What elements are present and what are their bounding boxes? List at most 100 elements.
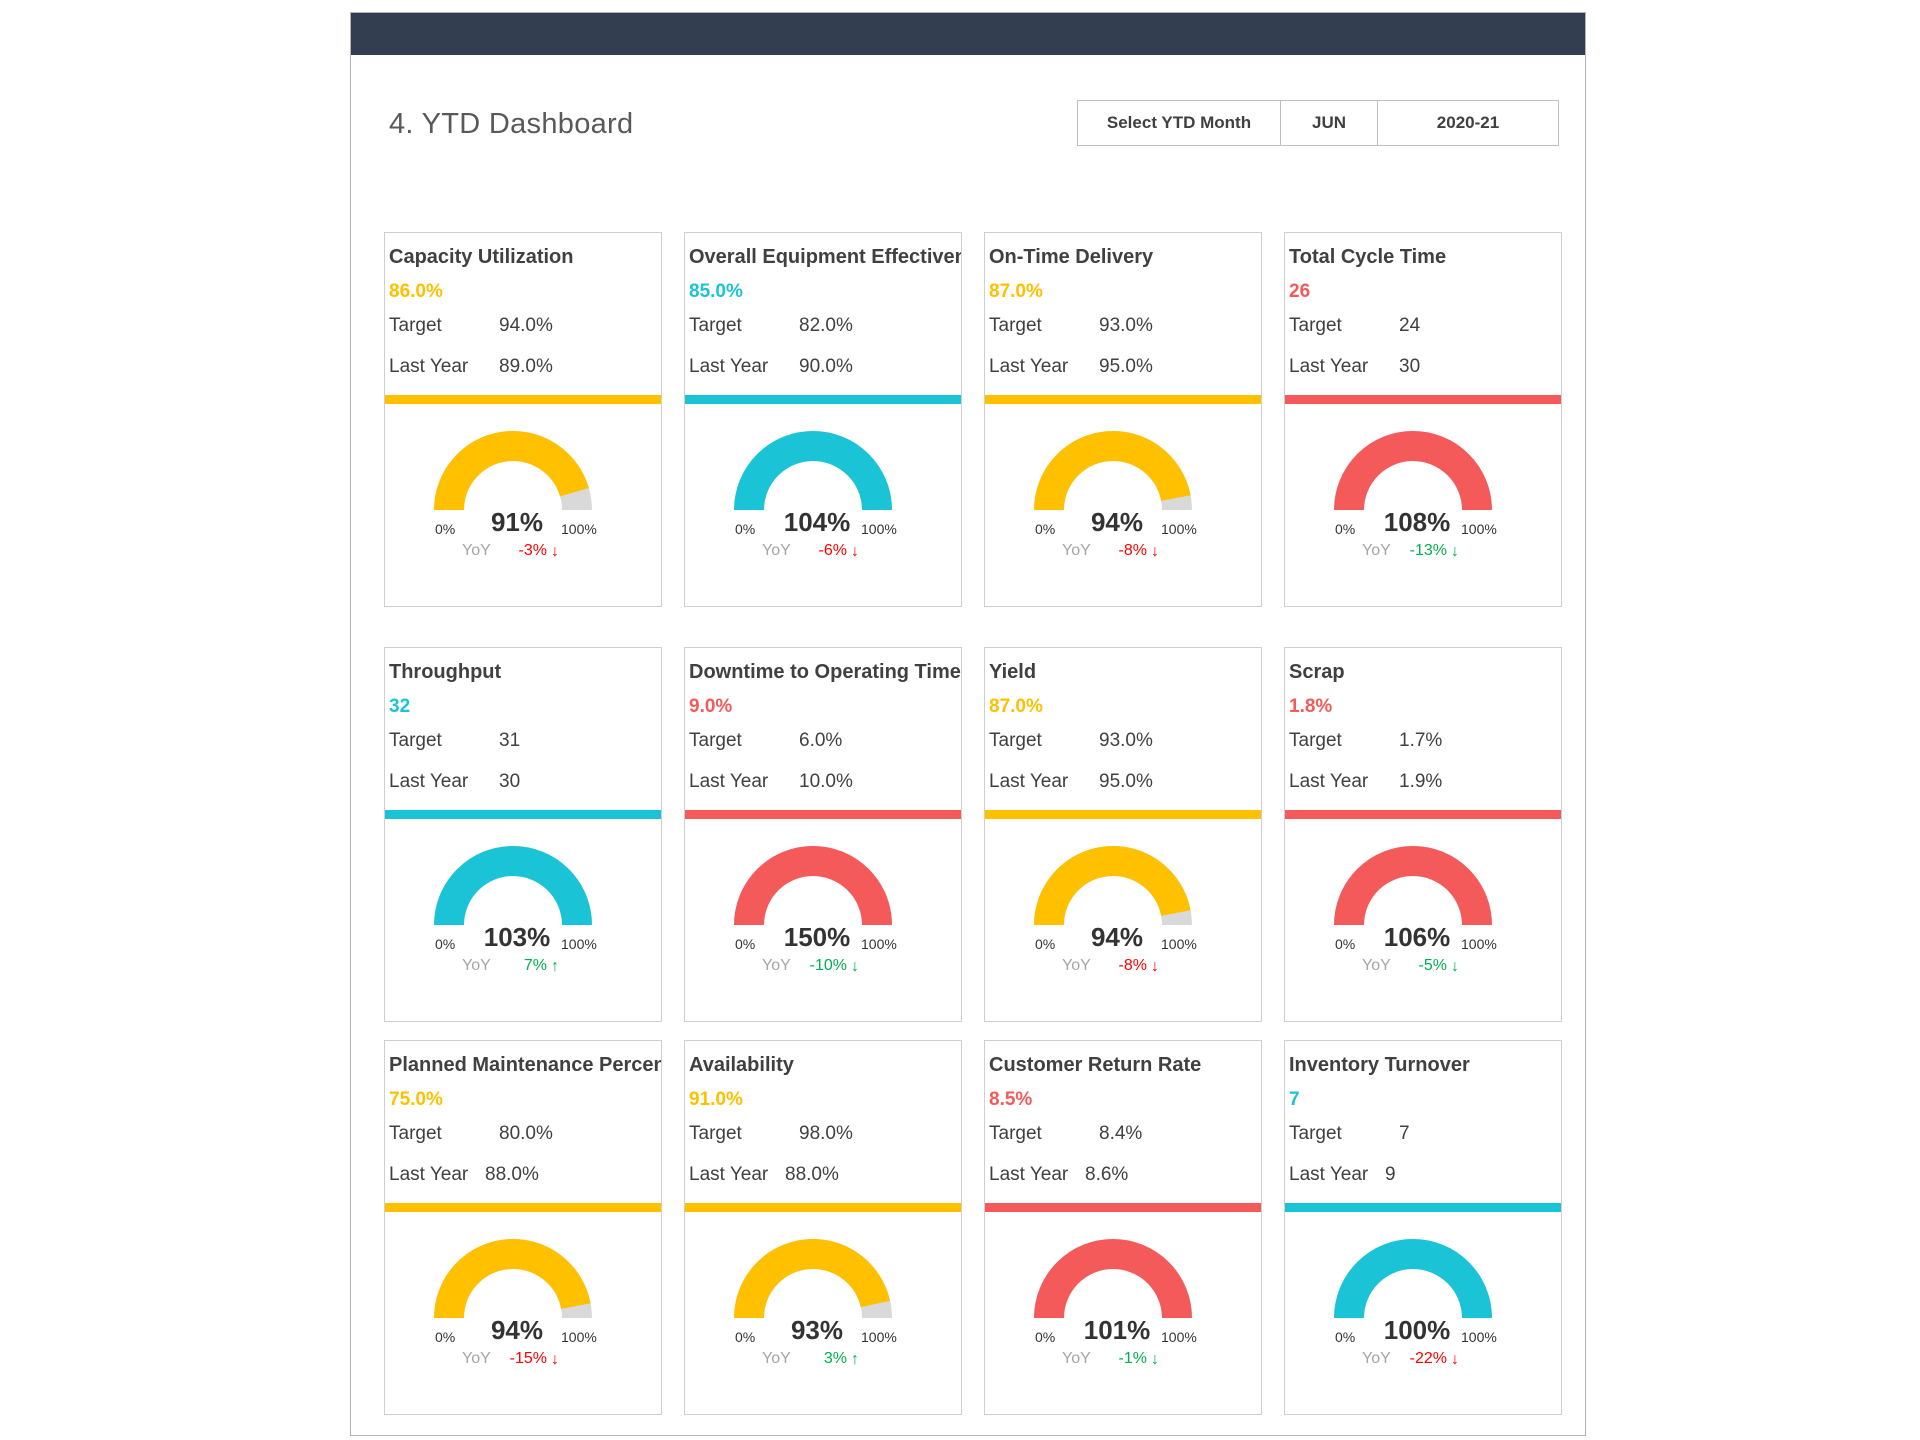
last-year-value: 89.0% — [499, 356, 553, 377]
last-year-label: Last Year — [389, 356, 469, 377]
target-label: Target — [989, 315, 1042, 336]
status-color-bar — [385, 810, 661, 819]
arrow-down-icon: ↓ — [851, 543, 859, 560]
yoy-label: YoY — [762, 1350, 791, 1367]
gauge-min-label: 0% — [735, 936, 755, 952]
gauge-max-label: 100% — [561, 936, 597, 952]
target-value: 93.0% — [1099, 315, 1153, 336]
yoy-change: -15% — [510, 1350, 547, 1367]
status-color-bar — [1285, 395, 1561, 404]
gauge-percent: 108% — [1384, 507, 1451, 537]
status-color-bar — [985, 810, 1261, 819]
gauge-chart: 0% 100% 100% YoY -22% ↓ — [1285, 1212, 1561, 1414]
kpi-title: On-Time Delivery — [989, 246, 1154, 268]
kpi-value: 26 — [1289, 281, 1311, 302]
yoy-change: -8% — [1119, 542, 1147, 559]
gauge-min-label: 0% — [435, 1329, 455, 1345]
gauge-svg: 0% 100% 103% YoY 7% ↑ — [434, 846, 597, 975]
last-year-label: Last Year — [689, 1164, 769, 1185]
gauge-max-label: 100% — [561, 521, 597, 537]
gauge-chart: 0% 100% 103% YoY 7% ↑ — [385, 819, 661, 1021]
target-value: 1.7% — [1399, 730, 1443, 751]
arrow-down-icon: ↓ — [1151, 1351, 1159, 1368]
gauge-max-label: 100% — [1461, 936, 1497, 952]
target-label: Target — [689, 1123, 742, 1144]
gauge-chart: 0% 100% 91% YoY -3% ↓ — [385, 404, 661, 606]
last-year-value: 10.0% — [799, 771, 853, 792]
target-value: 94.0% — [499, 315, 553, 336]
header-bar — [351, 13, 1585, 55]
gauge-chart: 0% 100% 108% YoY -13% ↓ — [1285, 404, 1561, 606]
gauge-svg: 0% 100% 94%YoY -15% ↓ — [434, 1239, 597, 1368]
status-color-bar — [385, 1203, 661, 1212]
yoy-change: -10% — [810, 957, 847, 974]
arrow-down-icon: ↓ — [1151, 958, 1159, 975]
kpi-value: 9.0% — [689, 696, 733, 717]
target-label: Target — [389, 315, 442, 336]
yoy-label: YoY — [1362, 957, 1391, 974]
last-year-value: 30 — [499, 771, 521, 792]
status-color-bar — [985, 1203, 1261, 1212]
target-label: Target — [989, 730, 1042, 751]
status-color-bar — [685, 810, 961, 819]
gauge-svg: 0% 100% 94%YoY -8% ↓ — [1034, 846, 1197, 975]
kpi-card-overall-equipment-effectiveness: Overall Equipment Effectiveness 85.0% Targ… — [684, 232, 962, 607]
kpi-value: 75.0% — [389, 1089, 443, 1110]
target-label: Target — [389, 1123, 442, 1144]
target-value: 6.0% — [799, 730, 843, 751]
yoy-label: YoY — [462, 1350, 491, 1367]
kpi-title: Inventory Turnover — [1289, 1054, 1470, 1076]
year-select[interactable]: 2020-21 — [1436, 113, 1500, 132]
gauge-fill — [1334, 431, 1492, 511]
gauge-fill — [734, 846, 892, 926]
gauge-fill — [434, 431, 589, 511]
last-year-value: 1.9% — [1399, 771, 1443, 792]
target-label: Target — [689, 730, 742, 751]
last-year-label: Last Year — [1289, 356, 1369, 377]
month-select[interactable]: JUN — [1281, 101, 1378, 145]
arrow-down-icon: ↓ — [1451, 958, 1459, 975]
kpi-card-availability: Availability 91.0% Target 98.0% Last Year 88.… — [684, 1040, 962, 1415]
status-color-bar — [385, 395, 661, 404]
kpi-card-on-time-delivery: On-Time Delivery 87.0% Target 93.0% Last Yea… — [984, 232, 1262, 607]
kpi-title: Downtime to Operating Time — [689, 661, 961, 683]
last-year-label: Last Year — [989, 771, 1069, 792]
gauge-chart: 0% 100% 94% YoY -8% ↓ — [985, 404, 1261, 606]
gauge-percent: 94% — [1091, 507, 1143, 537]
page-title: 4. YTD Dashboard — [389, 108, 634, 140]
yoy-label: YoY — [1362, 542, 1391, 559]
ytd-month-selector: Select YTD Month JUN 2020-21 — [1077, 100, 1559, 146]
arrow-down-icon: ↓ — [551, 543, 559, 560]
kpi-card-scrap: Scrap 1.8% Target 1.7% Last Year 1.9% 0% 100% 10… — [1284, 647, 1562, 1022]
target-label: Target — [1289, 1123, 1342, 1144]
gauge-fill — [434, 846, 592, 926]
status-color-bar — [1285, 810, 1561, 819]
kpi-title: Total Cycle Time — [1289, 246, 1447, 268]
last-year-label: Last Year — [989, 1164, 1069, 1185]
kpi-title: Yield — [989, 661, 1037, 683]
status-color-bar — [1285, 1203, 1561, 1212]
target-value: 82.0% — [799, 315, 853, 336]
gauge-min-label: 0% — [435, 936, 455, 952]
gauge-max-label: 100% — [1461, 1329, 1497, 1345]
gauge-fill — [734, 431, 892, 511]
last-year-value: 8.6% — [1085, 1164, 1129, 1185]
arrow-down-icon: ↓ — [851, 958, 859, 975]
gauge-chart: 0% 100% 101% YoY -1% ↓ — [985, 1212, 1261, 1414]
gauge-min-label: 0% — [1335, 1329, 1355, 1345]
gauge-svg: 0% 100% 100% YoY -22% ↓ — [1334, 1239, 1497, 1368]
gauge-min-label: 0% — [735, 1329, 755, 1345]
gauge-chart: 0% 100% 94% YoY -15% ↓ — [385, 1212, 661, 1414]
gauge-percent: 91% — [491, 507, 543, 537]
yoy-change: 7% — [524, 957, 547, 974]
target-label: Target — [689, 315, 742, 336]
gauge-fill — [434, 1239, 591, 1319]
gauge-percent: 150% — [784, 922, 851, 952]
gauge-fill — [1034, 431, 1191, 511]
yoy-label: YoY — [1062, 542, 1091, 559]
gauge-chart: 0% 100% 150% YoY -10% ↓ — [685, 819, 961, 1021]
kpi-value: 8.5% — [989, 1089, 1033, 1110]
target-label: Target — [1289, 315, 1342, 336]
gauge-max-label: 100% — [861, 936, 897, 952]
dashboard-sheet: 4. YTD Dashboard Select YTD Month JUN 20… — [350, 12, 1586, 1436]
